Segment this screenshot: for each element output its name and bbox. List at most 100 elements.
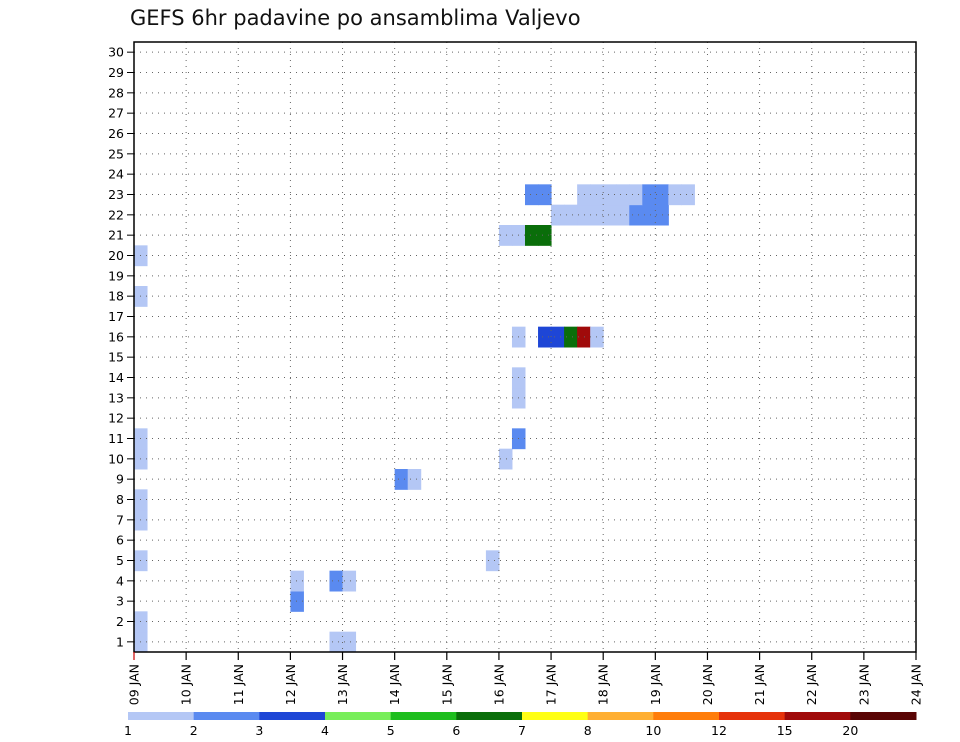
heatmap-cell [498, 448, 513, 470]
y-tick-label: 26 [108, 126, 124, 141]
heatmap-cell [603, 204, 617, 226]
x-tick-label: 17 JAN [544, 664, 559, 705]
heatmap-cell [577, 184, 591, 206]
heatmap-cell [525, 225, 539, 246]
heatmap-cell [329, 631, 344, 653]
heatmap-cell [485, 550, 500, 572]
y-tick-label: 21 [108, 228, 124, 243]
x-tick-label: 23 JAN [856, 664, 871, 705]
y-tick-label: 30 [108, 45, 124, 60]
legend-label: 6 [452, 723, 460, 738]
legend-swatch [390, 712, 457, 720]
y-tick-label: 12 [108, 411, 124, 426]
heatmap-cell [668, 184, 682, 206]
y-tick-label: 28 [108, 85, 124, 100]
legend-label: 3 [255, 723, 263, 738]
heatmap-cell [525, 184, 539, 206]
y-tick-label: 18 [108, 289, 124, 304]
legend-label: 1 [124, 723, 132, 738]
x-tick-label: 16 JAN [491, 664, 506, 705]
x-tick-label: 24 JAN [909, 664, 924, 705]
chart-title: GEFS 6hr padavine po ansamblima Valjevo [130, 6, 581, 30]
x-tick-label: 21 JAN [752, 664, 767, 705]
heatmap-cell [551, 326, 565, 348]
legend-swatch [522, 712, 589, 720]
y-tick-label: 29 [108, 65, 124, 80]
heatmap-cell [394, 469, 409, 490]
y-tick-label: 4 [116, 573, 124, 588]
legend-label: 7 [518, 723, 526, 738]
x-tick-label: 18 JAN [596, 664, 611, 705]
y-tick-label: 9 [116, 472, 124, 487]
heatmap-cell [642, 184, 656, 206]
y-tick-label: 5 [116, 553, 124, 568]
color-legend: 1 2 3 4 5 6 7 8 10 12 15 20 [124, 712, 917, 738]
heatmap-cell [290, 591, 304, 612]
heatmap-cell [577, 326, 591, 348]
legend-label: 2 [190, 723, 198, 738]
legend-swatch [850, 712, 917, 720]
x-tick-label: 22 JAN [804, 664, 819, 705]
heatmap-cell [538, 225, 552, 246]
heatmap-cell [329, 570, 344, 592]
legend-swatch [653, 712, 720, 720]
x-tick-label: 11 JAN [231, 664, 246, 705]
x-tick-label: 10 JAN [179, 664, 194, 705]
legend-label: 10 [645, 723, 661, 738]
x-tick-label: 09 JAN [127, 664, 142, 705]
y-tick-label: 3 [116, 594, 124, 609]
y-tick-label: 19 [108, 268, 124, 283]
y-tick-label: 27 [108, 106, 124, 121]
y-tick-label: 7 [116, 512, 124, 527]
heatmap-cell [538, 184, 552, 206]
y-tick-label: 20 [108, 248, 124, 263]
y-tick-label: 10 [108, 451, 124, 466]
x-tick-label: 14 JAN [387, 664, 402, 705]
plot-frame [133, 41, 917, 653]
legend-swatch [719, 712, 786, 720]
y-tick-label: 1 [116, 634, 124, 649]
y-tick-label: 24 [108, 167, 124, 182]
y-tick-label: 22 [108, 207, 124, 222]
legend-label: 12 [711, 723, 727, 738]
heatmap-cell [616, 204, 630, 226]
y-tick-label: 17 [108, 309, 124, 324]
heatmap-cell [681, 184, 695, 206]
heatmap-cell [538, 326, 552, 348]
heatmap-cell [577, 204, 591, 226]
y-tick-label: 8 [116, 492, 124, 507]
legend-label: 4 [321, 723, 329, 738]
y-tick-label: 13 [108, 390, 124, 405]
heatmap-cell [564, 326, 578, 348]
x-tick-label: 19 JAN [648, 664, 663, 705]
heatmap-cell [290, 570, 304, 592]
y-tick-label: 2 [116, 614, 124, 629]
y-tick-label: 16 [108, 329, 124, 344]
heatmap-cell [498, 225, 513, 246]
heatmap-cell [342, 570, 357, 592]
y-tick-label: 25 [108, 146, 124, 161]
heatmap-cell [407, 469, 422, 490]
x-tick-label: 12 JAN [283, 664, 298, 705]
heatmap-cell [603, 184, 617, 206]
heatmap-cell [564, 204, 578, 226]
legend-swatch [259, 712, 326, 720]
heatmap-cell [342, 631, 357, 653]
heatmap-cell [642, 204, 656, 226]
x-tick-label: 15 JAN [439, 664, 454, 705]
x-tick-label: 13 JAN [335, 664, 350, 705]
y-axis: 1234567891011121314151617181920212223242… [108, 45, 134, 649]
legend-swatch [193, 712, 260, 720]
heatmap-cells [134, 184, 695, 653]
legend-swatch [456, 712, 523, 720]
grid-lines [134, 42, 916, 652]
heatmap-cell [629, 204, 643, 226]
legend-label: 5 [387, 723, 395, 738]
x-axis: 09 JAN 10 JAN 11 JAN 12 JAN 13 JAN 14 JAN 15 J… [127, 652, 924, 705]
y-tick-label: 14 [108, 370, 124, 385]
legend-swatch [587, 712, 654, 720]
legend-label: 8 [584, 723, 592, 738]
legend-label: 15 [777, 723, 793, 738]
heatmap-cell [629, 184, 643, 206]
